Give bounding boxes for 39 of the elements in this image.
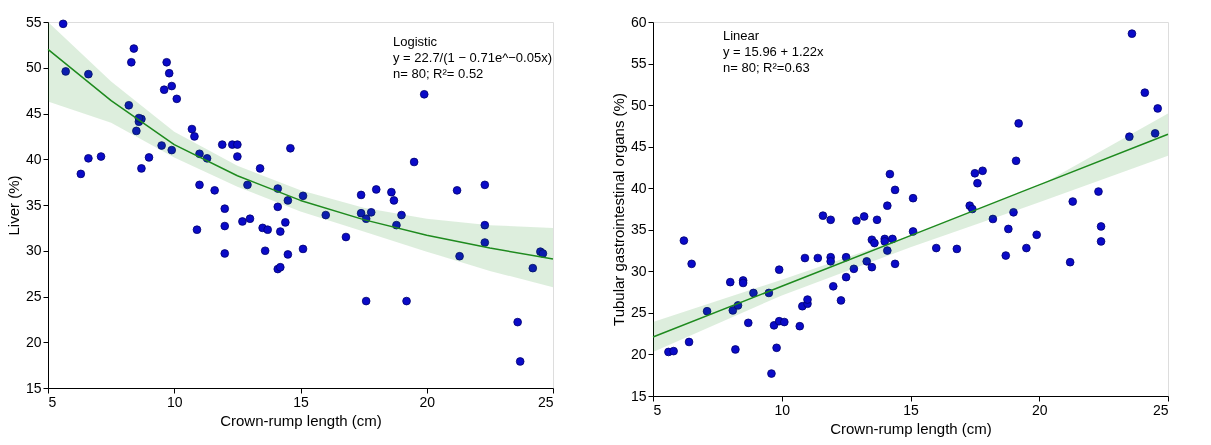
x-tick-label: 15	[293, 393, 309, 410]
y-axis-title: Tubular gastrointestinal organs (%)	[609, 93, 627, 326]
annotation: Logistic	[393, 34, 438, 49]
x-tick-label: 20	[1031, 401, 1048, 418]
annotation: y = 22.7/(1 − 0.71e^−0.05x)	[393, 50, 552, 65]
x-tick-label: 5	[48, 393, 57, 410]
y-tick-label: 40	[630, 179, 647, 196]
x-axis-title: Crown-rump length (cm)	[830, 419, 992, 437]
y-tick-label: 25	[630, 304, 647, 321]
y-tick-label: 30	[25, 242, 42, 259]
y-tick-label: 55	[25, 13, 42, 30]
y-tick-label: 30	[630, 262, 647, 279]
y-tick-label: 45	[630, 138, 647, 155]
y-tick-label: 55	[630, 55, 647, 72]
x-tick-label: 10	[166, 393, 183, 410]
y-tick-label: 45	[25, 105, 42, 121]
y-tick-label: 20	[630, 345, 647, 362]
y-tick-label: 50	[25, 59, 42, 76]
y-tick-label: 60	[630, 13, 647, 30]
annotation: n= 80; R²=0.63	[723, 60, 810, 75]
y-tick-label: 15	[25, 379, 42, 396]
x-tick-label: 15	[903, 401, 919, 418]
x-tick-label: 25	[537, 393, 554, 410]
annotation: Linear	[723, 28, 760, 43]
annotation: n= 80; R²= 0.52	[393, 66, 484, 81]
x-tick-label: 20	[419, 393, 436, 410]
y-tick-label: 20	[25, 333, 42, 350]
y-tick-label: 25	[25, 288, 42, 304]
x-tick-label: 5	[653, 401, 662, 418]
line-series	[47, 48, 554, 260]
y-tick-label: 40	[25, 150, 42, 167]
y-tick-label: 35	[630, 221, 647, 238]
x-tick-label: 25	[1152, 401, 1169, 418]
y-axis-title: Liver (%)	[4, 175, 22, 236]
annotation: y = 15.96 + 1.22x	[723, 44, 824, 59]
x-axis-title: Crown-rump length (cm)	[220, 411, 382, 429]
x-tick-label: 10	[774, 401, 791, 418]
y-tick-label: 35	[25, 196, 42, 213]
y-tick-label: 50	[630, 96, 647, 113]
